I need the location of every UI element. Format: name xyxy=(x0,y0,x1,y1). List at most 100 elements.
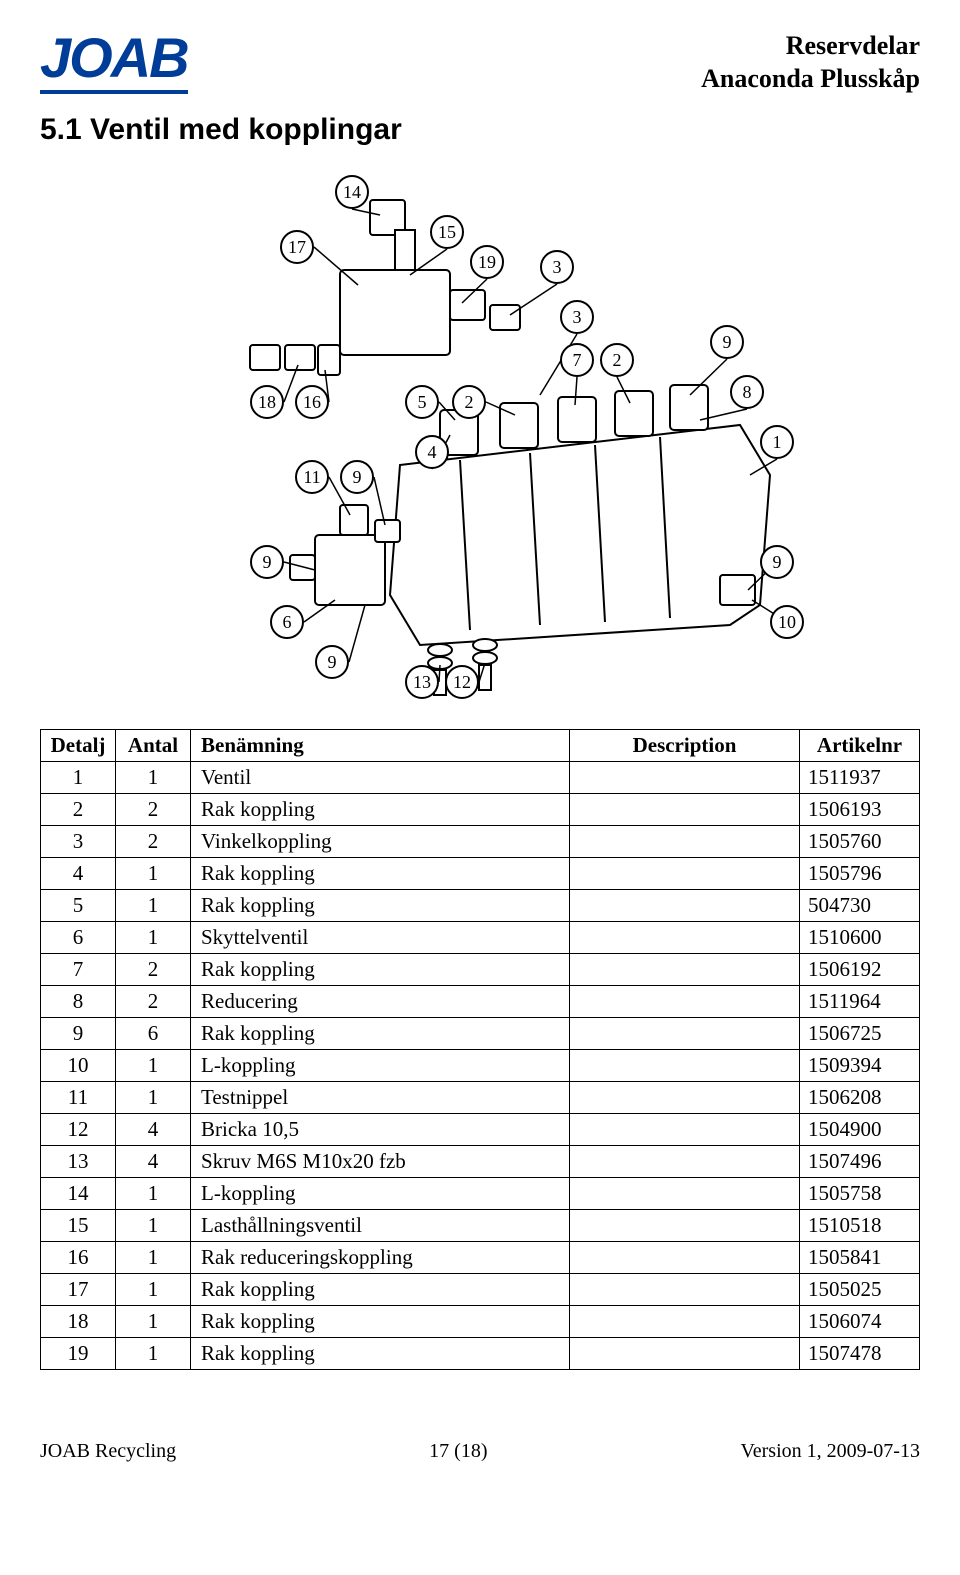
col-header-detalj: Detalj xyxy=(41,730,116,762)
doc-title-line2: Anaconda Plusskåp xyxy=(701,63,920,96)
doc-title-line1: Reservdelar xyxy=(701,30,920,63)
cell-detalj: 13 xyxy=(41,1146,116,1178)
cell-description xyxy=(570,954,800,986)
callout-14: 14 xyxy=(335,175,369,209)
callout-10: 10 xyxy=(770,605,804,639)
callout-8: 8 xyxy=(730,375,764,409)
cell-artikelnr: 1506074 xyxy=(800,1306,920,1338)
cell-benamning: Ventil xyxy=(191,762,570,794)
cell-antal: 1 xyxy=(116,1082,191,1114)
table-row: 124Bricka 10,51504900 xyxy=(41,1114,920,1146)
cell-detalj: 10 xyxy=(41,1050,116,1082)
cell-artikelnr: 1507496 xyxy=(800,1146,920,1178)
cell-benamning: Rak koppling xyxy=(191,1274,570,1306)
page-footer: JOAB Recycling 17 (18) Version 1, 2009-0… xyxy=(40,1440,920,1463)
table-row: 151Lasthållningsventil1510518 xyxy=(41,1210,920,1242)
col-header-description: Description xyxy=(570,730,800,762)
callout-9: 9 xyxy=(250,545,284,579)
table-row: 82Reducering1511964 xyxy=(41,986,920,1018)
callout-12: 12 xyxy=(445,665,479,699)
cell-description xyxy=(570,1114,800,1146)
callout-19: 19 xyxy=(470,245,504,279)
cell-benamning: L-koppling xyxy=(191,1050,570,1082)
cell-benamning: Skruv M6S M10x20 fzb xyxy=(191,1146,570,1178)
callout-15: 15 xyxy=(430,215,464,249)
callout-5: 5 xyxy=(405,385,439,419)
callout-11: 11 xyxy=(295,460,329,494)
cell-detalj: 19 xyxy=(41,1338,116,1370)
cell-antal: 1 xyxy=(116,1306,191,1338)
cell-benamning: Skyttelventil xyxy=(191,922,570,954)
cell-antal: 2 xyxy=(116,826,191,858)
cell-benamning: Rak koppling xyxy=(191,1306,570,1338)
cell-artikelnr: 1510518 xyxy=(800,1210,920,1242)
table-row: 161Rak reduceringskoppling1505841 xyxy=(41,1242,920,1274)
cell-benamning: Reducering xyxy=(191,986,570,1018)
cell-detalj: 2 xyxy=(41,794,116,826)
section-title: 5.1 Ventil med kopplingar xyxy=(40,113,920,147)
cell-benamning: Rak reduceringskoppling xyxy=(191,1242,570,1274)
cell-description xyxy=(570,762,800,794)
cell-description xyxy=(570,826,800,858)
cell-artikelnr: 1506725 xyxy=(800,1018,920,1050)
cell-description xyxy=(570,922,800,954)
cell-artikelnr: 1505760 xyxy=(800,826,920,858)
cell-artikelnr: 1511964 xyxy=(800,986,920,1018)
cell-antal: 1 xyxy=(116,1274,191,1306)
callout-9: 9 xyxy=(760,545,794,579)
cell-detalj: 17 xyxy=(41,1274,116,1306)
exploded-diagram: 14171519337298118165241199961091312 xyxy=(40,175,920,705)
footer-right: Version 1, 2009-07-13 xyxy=(741,1440,920,1463)
table-row: 11Ventil1511937 xyxy=(41,762,920,794)
cell-antal: 6 xyxy=(116,1018,191,1050)
callout-13: 13 xyxy=(405,665,439,699)
callout-2: 2 xyxy=(600,343,634,377)
footer-left: JOAB Recycling xyxy=(40,1440,176,1463)
callout-3: 3 xyxy=(540,250,574,284)
cell-artikelnr: 1505025 xyxy=(800,1274,920,1306)
cell-benamning: L-koppling xyxy=(191,1178,570,1210)
cell-description xyxy=(570,890,800,922)
table-row: 191Rak koppling1507478 xyxy=(41,1338,920,1370)
cell-artikelnr: 1510600 xyxy=(800,922,920,954)
cell-antal: 4 xyxy=(116,1114,191,1146)
table-row: 72Rak koppling1506192 xyxy=(41,954,920,986)
cell-detalj: 7 xyxy=(41,954,116,986)
cell-benamning: Rak koppling xyxy=(191,890,570,922)
cell-description xyxy=(570,1050,800,1082)
cell-description xyxy=(570,1274,800,1306)
callout-18: 18 xyxy=(250,385,284,419)
cell-description xyxy=(570,1178,800,1210)
cell-artikelnr: 1505758 xyxy=(800,1178,920,1210)
cell-detalj: 1 xyxy=(41,762,116,794)
col-header-antal: Antal xyxy=(116,730,191,762)
cell-description xyxy=(570,794,800,826)
cell-artikelnr: 1505841 xyxy=(800,1242,920,1274)
cell-benamning: Testnippel xyxy=(191,1082,570,1114)
table-row: 134Skruv M6S M10x20 fzb1507496 xyxy=(41,1146,920,1178)
cell-description xyxy=(570,1082,800,1114)
callout-6: 6 xyxy=(270,605,304,639)
callout-9: 9 xyxy=(340,460,374,494)
callout-9: 9 xyxy=(710,325,744,359)
cell-description xyxy=(570,1210,800,1242)
table-header-row: Detalj Antal Benämning Description Artik… xyxy=(41,730,920,762)
cell-detalj: 6 xyxy=(41,922,116,954)
cell-antal: 1 xyxy=(116,1338,191,1370)
table-row: 32Vinkelkoppling1505760 xyxy=(41,826,920,858)
col-header-benamning: Benämning xyxy=(191,730,570,762)
cell-benamning: Rak koppling xyxy=(191,954,570,986)
cell-artikelnr: 1505796 xyxy=(800,858,920,890)
cell-detalj: 11 xyxy=(41,1082,116,1114)
table-row: 181Rak koppling1506074 xyxy=(41,1306,920,1338)
table-row: 171Rak koppling 1505025 xyxy=(41,1274,920,1306)
cell-description xyxy=(570,1306,800,1338)
table-row: 61Skyttelventil1510600 xyxy=(41,922,920,954)
cell-artikelnr: 1506192 xyxy=(800,954,920,986)
cell-detalj: 9 xyxy=(41,1018,116,1050)
cell-description xyxy=(570,1018,800,1050)
cell-antal: 1 xyxy=(116,1050,191,1082)
table-row: 101L-koppling1509394 xyxy=(41,1050,920,1082)
cell-detalj: 14 xyxy=(41,1178,116,1210)
table-row: 141L-koppling1505758 xyxy=(41,1178,920,1210)
